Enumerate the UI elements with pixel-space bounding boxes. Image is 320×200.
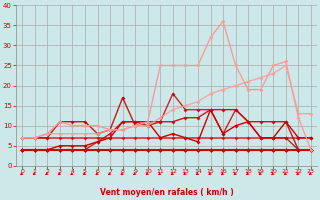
X-axis label: Vent moyen/en rafales ( km/h ): Vent moyen/en rafales ( km/h ) bbox=[100, 188, 234, 197]
